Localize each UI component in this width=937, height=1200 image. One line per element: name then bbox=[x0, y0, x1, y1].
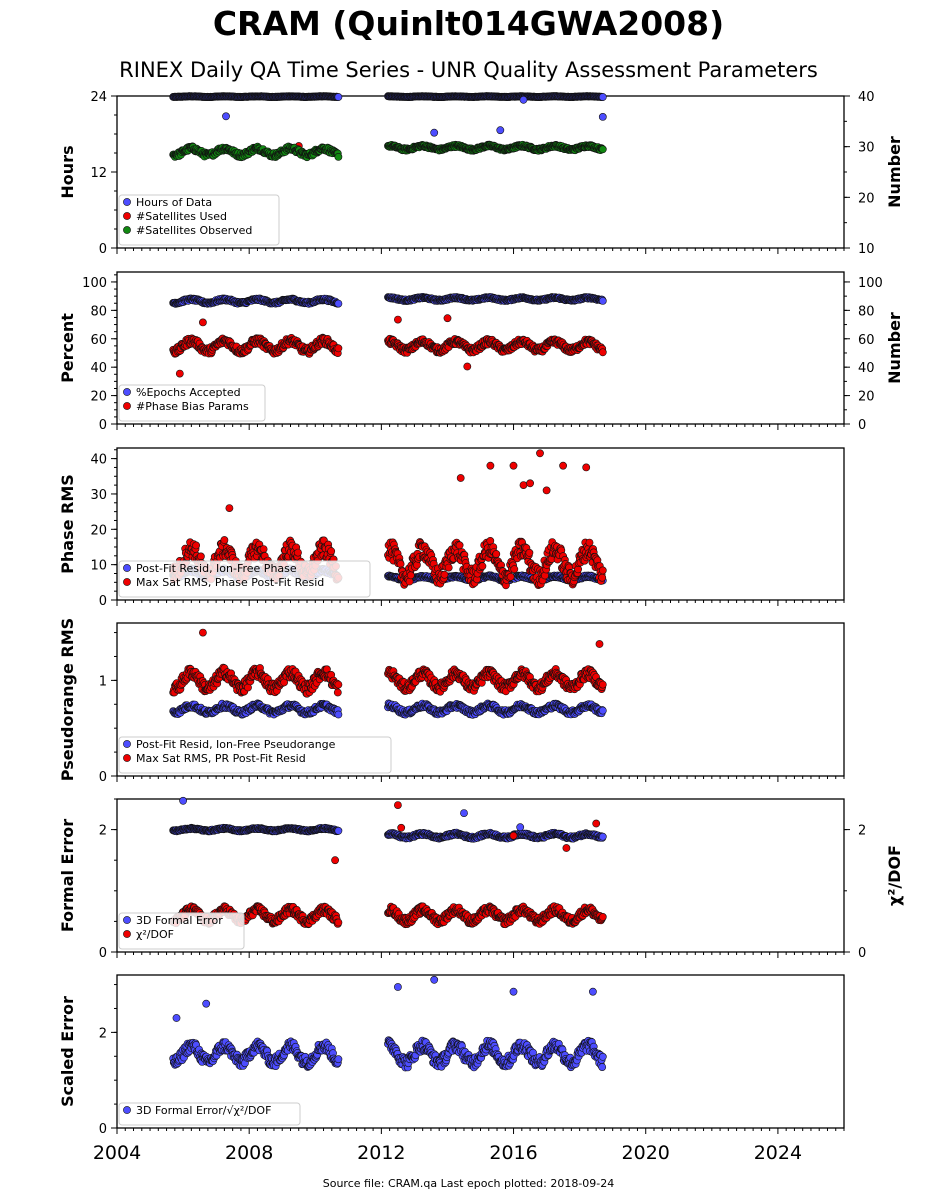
hours-of-data-point bbox=[222, 112, 230, 121]
legend-marker bbox=[123, 402, 131, 410]
hours-of-data-point bbox=[519, 95, 528, 104]
y2-tick-label: 20 bbox=[858, 191, 875, 206]
y-axis-label: Percent bbox=[58, 313, 77, 383]
max-sat-rms-phase-post-fit-resid-point bbox=[440, 570, 449, 579]
y2-axis-label: Number bbox=[885, 312, 904, 384]
max-sat-rms-phase-post-fit-resid-point bbox=[542, 486, 551, 495]
y-tick-label: 60 bbox=[90, 333, 107, 348]
chart-subtitle: RINEX Daily QA Time Series - UNR Quality… bbox=[119, 58, 818, 82]
legend-label: Max Sat RMS, Phase Post-Fit Resid bbox=[136, 576, 324, 589]
y-tick-label: 20 bbox=[90, 523, 107, 538]
post-fit-resid-ion-free-pseudorange-point bbox=[334, 710, 343, 719]
max-sat-rms-phase-post-fit-resid-point bbox=[455, 541, 464, 550]
y-axis-label: Pseudorange RMS bbox=[58, 618, 77, 781]
max-sat-rms-phase-post-fit-resid-point bbox=[486, 461, 495, 470]
y-tick-label: 100 bbox=[82, 276, 107, 291]
legend-marker bbox=[123, 564, 131, 572]
hours-of-data-point bbox=[598, 93, 607, 101]
y-tick-label: 10 bbox=[90, 559, 107, 574]
phase-bias-params-point bbox=[443, 314, 452, 323]
y2-axis-label: Number bbox=[885, 136, 904, 208]
y2-tick-label: 40 bbox=[858, 361, 875, 376]
satellites-observed-point bbox=[334, 152, 343, 161]
y-axis-label: Hours bbox=[58, 145, 77, 198]
y-tick-label: 0 bbox=[99, 242, 107, 257]
epochs-accepted-point bbox=[334, 299, 343, 308]
chart-title: CRAM (Quinlt014GWA2008) bbox=[212, 4, 725, 43]
phase-bias-params-point bbox=[393, 315, 402, 324]
legend-label: Post-Fit Resid, Ion-Free Phase bbox=[136, 562, 297, 575]
max-sat-rms-phase-post-fit-resid-point bbox=[220, 536, 229, 544]
y2-tick-label: 0 bbox=[858, 418, 866, 433]
hours-of-data-point bbox=[430, 128, 439, 137]
y2-tick-label: 10 bbox=[858, 242, 875, 257]
phase-bias-params-point bbox=[175, 369, 184, 378]
max-sat-rms-phase-post-fit-resid-point bbox=[510, 565, 519, 574]
y-tick-label: 0 bbox=[99, 418, 107, 433]
max-sat-rms-phase-post-fit-resid-point bbox=[327, 547, 336, 556]
legend-label: %Epochs Accepted bbox=[136, 386, 241, 399]
legend-marker bbox=[123, 212, 131, 220]
legend-marker bbox=[123, 388, 131, 396]
y-tick-label: 1 bbox=[99, 674, 107, 689]
y-tick-label: 24 bbox=[90, 90, 107, 105]
max-sat-rms-phase-post-fit-resid-point bbox=[598, 573, 607, 582]
max-sat-rms-phase-post-fit-resid-point bbox=[536, 449, 544, 458]
max-sat-rms-phase-post-fit-resid-point bbox=[525, 548, 534, 557]
y-tick-label: 20 bbox=[90, 390, 107, 405]
hours-of-data-point bbox=[496, 126, 505, 135]
max-sat-rms-phase-post-fit-resid-point bbox=[526, 479, 534, 488]
legend-marker bbox=[123, 578, 131, 586]
phase-bias-params-point bbox=[598, 348, 607, 357]
y2-tick-label: 60 bbox=[858, 333, 875, 348]
max-sat-rms-phase-post-fit-resid-point bbox=[506, 572, 515, 581]
max-sat-rms-phase-post-fit-resid-point bbox=[259, 545, 268, 553]
max-sat-rms-phase-post-fit-resid-point bbox=[444, 563, 453, 572]
y2-tick-label: 80 bbox=[858, 304, 875, 319]
max-sat-rms-phase-post-fit-resid-point bbox=[456, 474, 465, 482]
y-tick-label: 80 bbox=[90, 304, 107, 319]
satellites-observed-point bbox=[598, 145, 607, 154]
post-fit-resid-ion-free-pseudorange-point bbox=[598, 706, 607, 715]
legend-marker bbox=[123, 226, 131, 234]
legend-label: #Phase Bias Params bbox=[136, 400, 249, 413]
epochs-accepted-point bbox=[598, 296, 607, 305]
hours-of-data-point bbox=[334, 93, 343, 101]
phase-bias-params-point bbox=[198, 318, 207, 327]
legend-label: Hours of Data bbox=[136, 196, 212, 209]
phase-bias-params-point bbox=[334, 344, 343, 353]
max-sat-rms-phase-post-fit-resid-point bbox=[559, 461, 567, 470]
y-tick-label: 0 bbox=[99, 770, 107, 785]
max-sat-rms-phase-post-fit-resid-point bbox=[478, 562, 487, 571]
max-sat-rms-phase-post-fit-resid-point bbox=[509, 461, 518, 470]
hours-of-data-point bbox=[598, 113, 607, 121]
max-sat-rms-phase-post-fit-resid-point bbox=[192, 541, 200, 550]
y-axis-label: Phase RMS bbox=[58, 474, 77, 574]
legend-label: #Satellites Used bbox=[136, 210, 227, 223]
max-sat-rms-phase-post-fit-resid-point bbox=[225, 504, 234, 512]
max-sat-rms-phase-post-fit-resid-point bbox=[406, 571, 415, 580]
y2-tick-label: 40 bbox=[858, 90, 875, 105]
phase-bias-params-point bbox=[463, 362, 472, 371]
max-sat-rms-phase-post-fit-resid-point bbox=[598, 566, 607, 575]
max-sat-rms-phase-post-fit-resid-point bbox=[519, 481, 528, 489]
y2-tick-label: 30 bbox=[858, 141, 875, 156]
y-tick-label: 0 bbox=[99, 594, 107, 609]
max-sat-rms-phase-post-fit-resid-point bbox=[196, 552, 205, 561]
y-tick-label: 40 bbox=[90, 453, 107, 468]
y-tick-label: 40 bbox=[90, 361, 107, 376]
max-sat-rms-phase-post-fit-resid-point bbox=[396, 560, 405, 568]
y2-tick-label: 20 bbox=[858, 390, 875, 405]
legend-label: #Satellites Observed bbox=[136, 224, 252, 237]
max-sat-rms-phase-post-fit-resid-point bbox=[492, 550, 501, 558]
y-tick-label: 12 bbox=[90, 166, 107, 181]
max-sat-rms-phase-post-fit-resid-point bbox=[294, 548, 302, 557]
legend-marker bbox=[123, 198, 131, 206]
max-sat-rms-phase-post-fit-resid-point bbox=[582, 463, 591, 472]
y2-tick-label: 100 bbox=[858, 276, 883, 291]
y-tick-label: 30 bbox=[90, 488, 107, 503]
max-sat-rms-phase-post-fit-resid-point bbox=[585, 538, 594, 547]
